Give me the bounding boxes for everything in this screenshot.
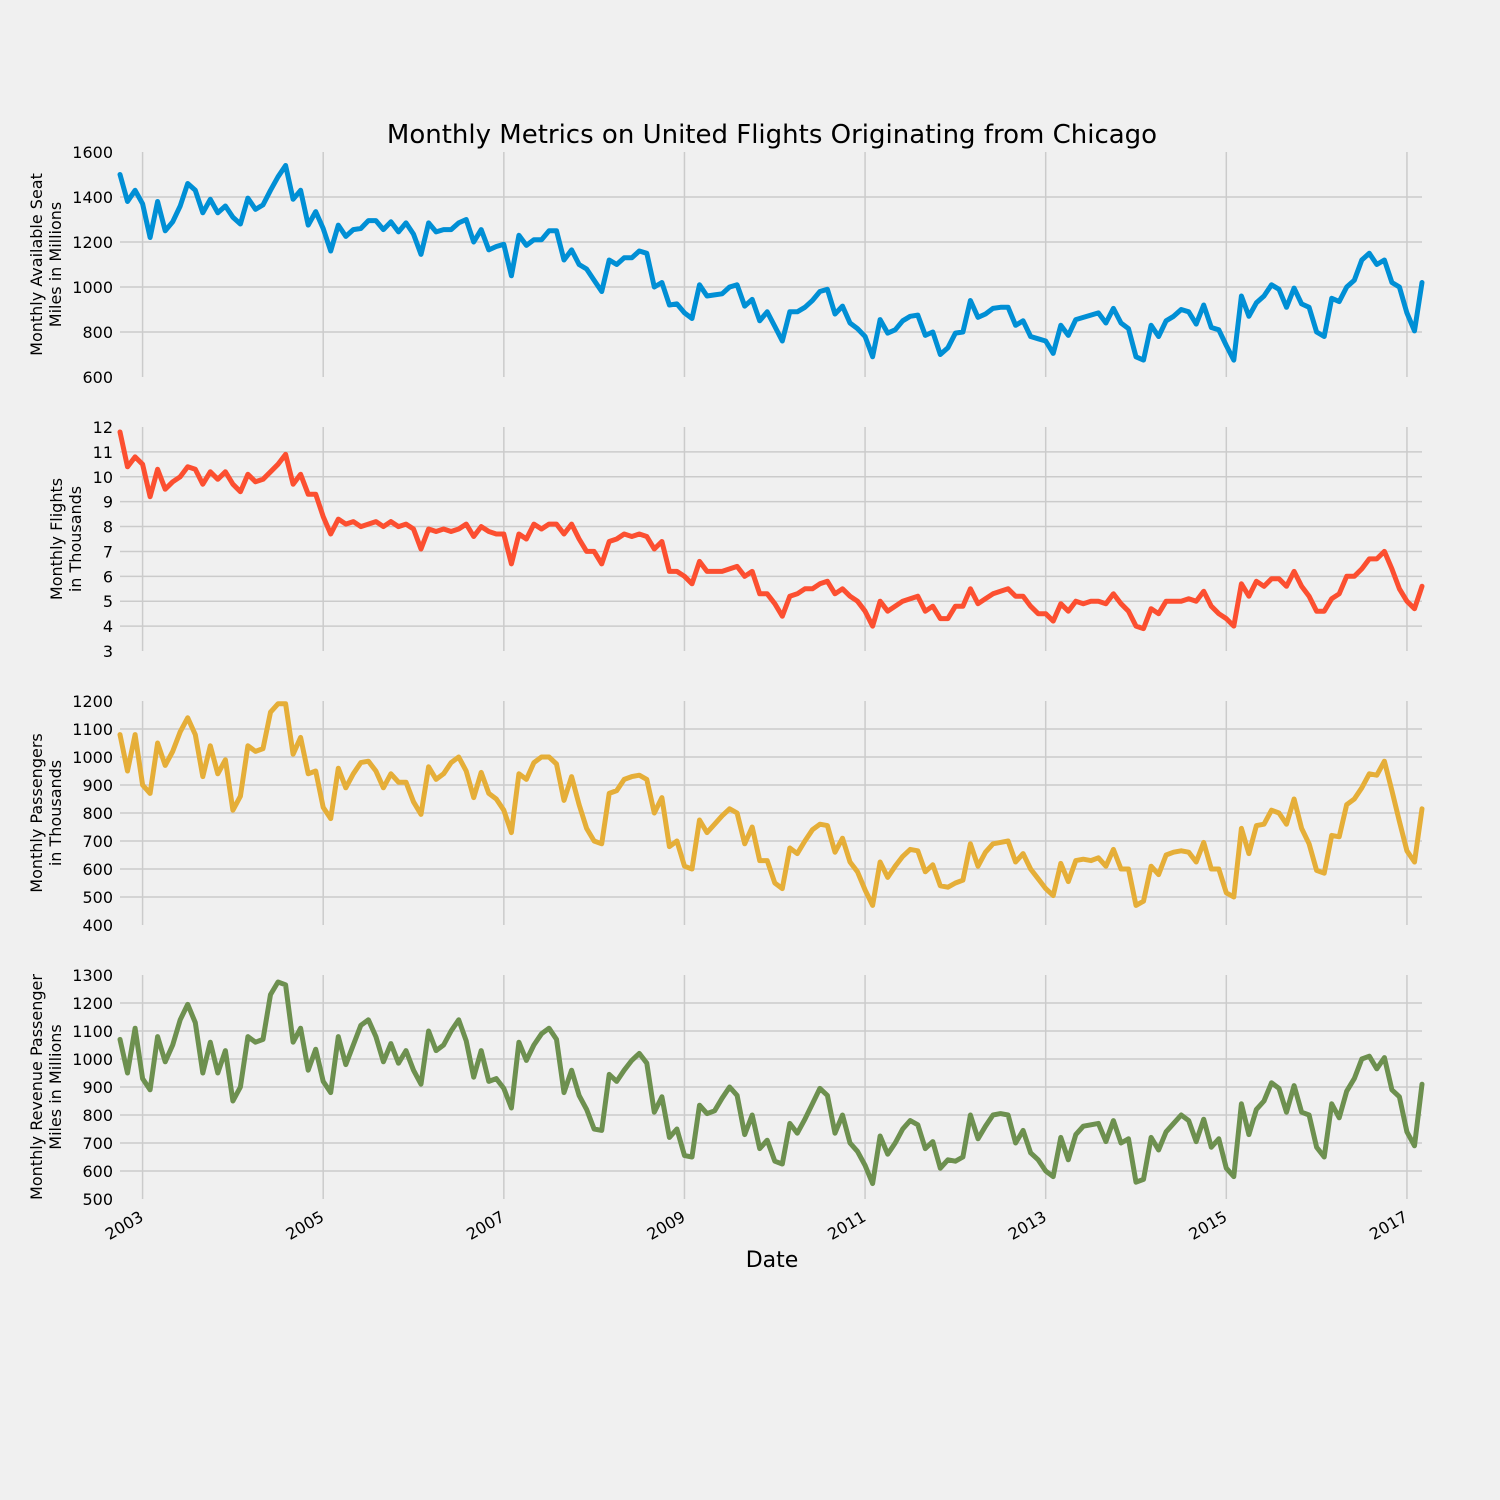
x-tick-label: 2009 [644,1207,689,1244]
x-tick-label: 2011 [824,1207,869,1244]
y-tick-label: 800 [82,804,113,823]
y-tick-label: 1000 [72,748,113,767]
chart-panels: 600 800 1000 1200 1400 1600 Monthly Available … [27,143,1425,1244]
y-axis-label-line: Miles in Millions [46,1024,65,1149]
y-tick-label: 6 [103,567,113,586]
y-axis-label: Monthly Passengersin Thousands [27,733,65,892]
y-axis-label: Monthly Available SeatMiles in Millions [27,173,65,356]
y-axis-label-line: Monthly Available Seat [27,173,46,356]
chart-title: Monthly Metrics on United Flights Origin… [387,120,1157,150]
y-tick-label: 3 [103,642,113,661]
x-tick-label: 2005 [282,1207,327,1244]
y-tick-label: 1200 [72,692,113,711]
y-tick-label: 800 [82,1106,113,1125]
y-axis-label: Monthly Revenue PassengerMiles in Millio… [27,974,65,1200]
y-tick-label: 500 [82,888,113,907]
y-tick-label: 7 [103,542,113,561]
series-line [117,429,1425,632]
y-tick-label: 600 [82,368,113,387]
x-tick-label: 2007 [463,1207,508,1244]
y-tick-label: 700 [82,1134,113,1153]
y-tick-label: 400 [82,916,113,935]
y-tick-label: 1000 [72,278,113,297]
y-tick-label: 1400 [72,188,113,207]
series-line [117,163,1425,363]
y-axis-label: Monthly Flightsin Thousands [47,478,85,600]
y-axis-label-line: in Thousands [46,760,65,866]
panel-4: 500 600 700 800 900 1000 1100 1200 1300 Monthly R… [27,966,1425,1209]
y-tick-label: 9 [103,493,113,512]
y-tick-label: 1600 [72,143,113,162]
y-tick-label: 700 [82,832,113,851]
y-axis-label-line: Monthly Flights [47,478,66,600]
x-tick-label: 2015 [1186,1207,1231,1244]
x-axis-label: Date [746,1248,799,1273]
y-tick-label: 1100 [72,720,113,739]
panel-2: 3 4 5 6 7 8 9 10 11 12 Monthly Flightsin Thousands [47,418,1425,661]
y-axis-label-line: Monthly Revenue Passenger [27,974,46,1200]
y-tick-label: 1100 [72,1022,113,1041]
y-axis-label-line: Miles in Millions [46,202,65,327]
y-tick-label: 8 [103,518,113,537]
y-tick-label: 1200 [72,233,113,252]
y-tick-label: 900 [82,776,113,795]
y-tick-label: 4 [103,617,113,636]
y-tick-label: 1300 [72,966,113,985]
x-tick-label: 2003 [102,1207,147,1244]
y-tick-label: 600 [82,1162,113,1181]
panel-1: 600 800 1000 1200 1400 1600 Monthly Available … [27,143,1425,387]
y-axis-label-line: in Thousands [66,486,85,592]
y-axis-label-line: Monthly Passengers [27,733,46,892]
y-tick-label: 11 [93,443,113,462]
x-tick-label: 2013 [1005,1207,1050,1244]
series-line [117,701,1425,908]
y-tick-label: 1000 [72,1050,113,1069]
x-axis: 2003 2005 2007 2009 2011 2013 2015 2017 [102,1207,1411,1244]
y-tick-label: 600 [82,860,113,879]
y-tick-label: 5 [103,592,113,611]
y-tick-label: 500 [82,1190,113,1209]
series-line [117,979,1425,1187]
y-tick-label: 12 [93,418,113,437]
x-tick-label: 2017 [1366,1207,1411,1244]
y-tick-label: 800 [82,323,113,342]
panel-3: 400 500 600 700 800 900 1000 1100 1200 Monthly Pa… [27,692,1425,935]
y-tick-label: 900 [82,1078,113,1097]
y-tick-label: 1200 [72,994,113,1013]
y-tick-label: 10 [93,468,113,487]
